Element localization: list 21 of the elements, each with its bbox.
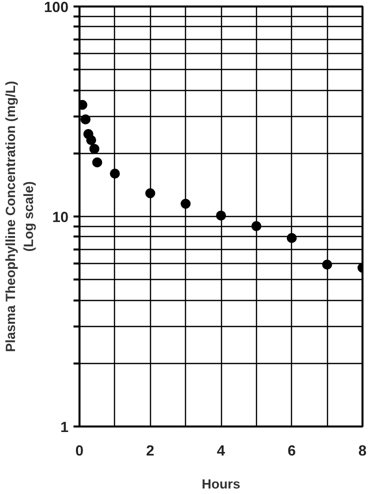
- x-axis-title: Hours: [202, 476, 240, 492]
- y-tick-label: 10: [52, 210, 69, 226]
- point: [145, 188, 156, 198]
- y-tick-label: 1: [60, 420, 69, 436]
- point: [110, 168, 120, 179]
- x-tick-label: 6: [288, 444, 296, 460]
- point: [86, 135, 96, 146]
- x-tick-label: 2: [146, 444, 154, 460]
- point: [89, 144, 100, 154]
- y-tick-label: 100: [44, 0, 69, 16]
- point: [251, 221, 262, 232]
- point: [92, 157, 102, 168]
- y-axis-title: Plasma Theophylline Concentration (mg/L) (Log scale): [3, 80, 36, 352]
- point: [180, 198, 191, 209]
- point: [286, 233, 297, 243]
- point: [80, 114, 91, 124]
- x-tick-label: 4: [216, 444, 226, 460]
- x-tick-label: 0: [75, 444, 84, 460]
- point: [216, 210, 226, 221]
- point: [322, 260, 332, 270]
- x-tick-label: 8: [358, 444, 367, 460]
